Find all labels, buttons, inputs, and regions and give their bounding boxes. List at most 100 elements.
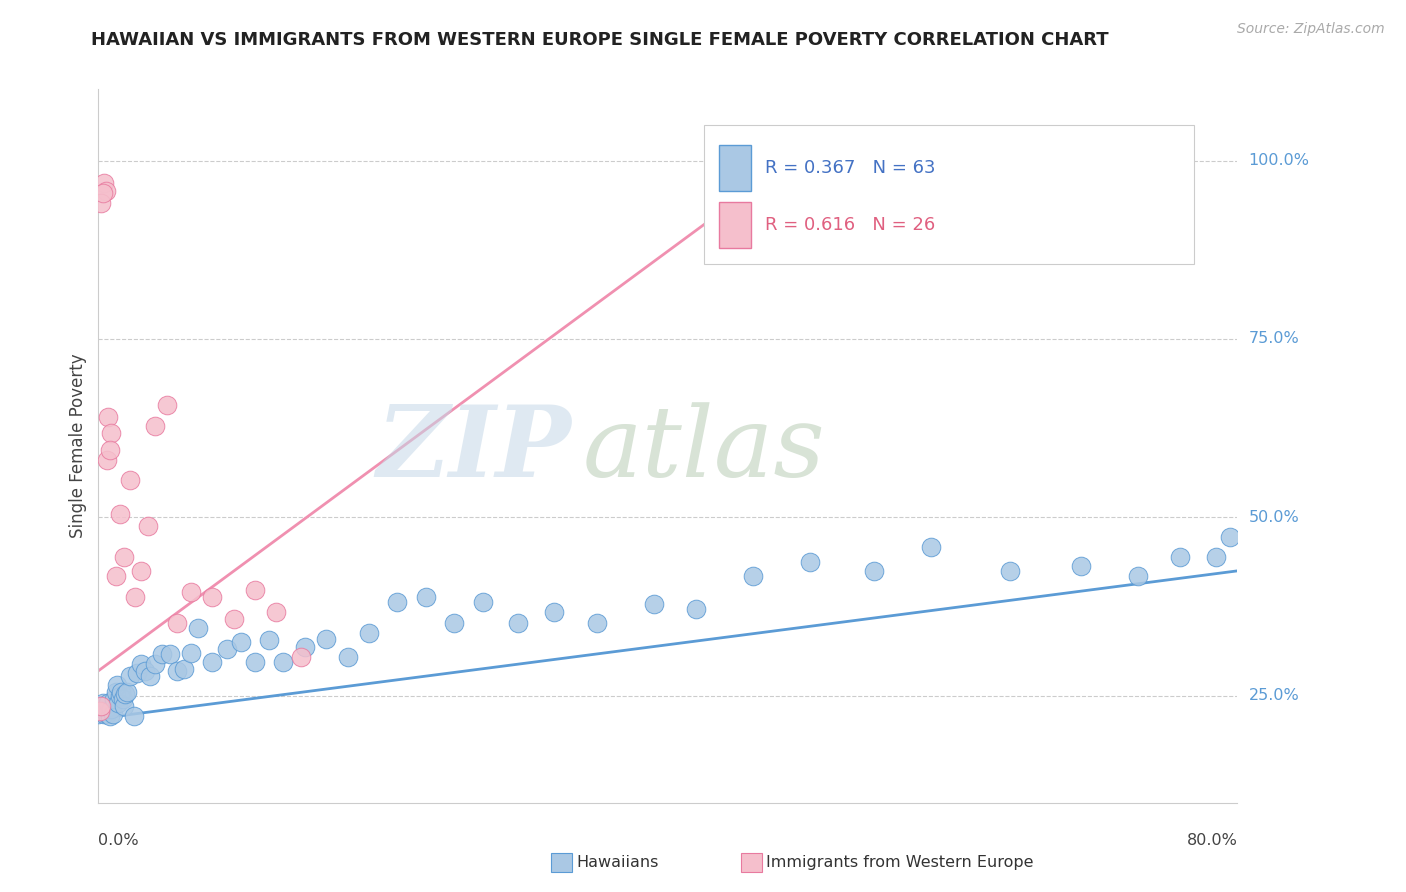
Point xyxy=(643,598,665,612)
Point xyxy=(201,591,224,605)
Point xyxy=(863,564,886,578)
Point xyxy=(145,419,167,434)
Text: 50.0%: 50.0% xyxy=(1249,510,1299,524)
Point xyxy=(91,696,114,710)
Point xyxy=(93,177,115,191)
FancyBboxPatch shape xyxy=(704,125,1194,264)
Point xyxy=(91,186,114,200)
Point xyxy=(266,605,288,619)
Point xyxy=(93,706,115,721)
Point xyxy=(294,640,316,655)
Point xyxy=(742,569,765,583)
Point xyxy=(415,591,437,605)
Text: R = 0.616   N = 26: R = 0.616 N = 26 xyxy=(765,216,935,234)
Point xyxy=(180,585,202,599)
Point xyxy=(129,657,152,671)
Point xyxy=(1126,569,1149,583)
Point xyxy=(125,665,148,680)
Point xyxy=(1070,558,1092,573)
Point xyxy=(315,632,337,646)
Point xyxy=(124,591,146,605)
Point xyxy=(104,569,127,583)
Point xyxy=(387,594,409,608)
Text: 80.0%: 80.0% xyxy=(1187,833,1237,848)
Point xyxy=(166,615,188,630)
Point xyxy=(112,699,135,714)
FancyBboxPatch shape xyxy=(718,202,751,248)
Point xyxy=(229,635,252,649)
Point xyxy=(243,655,266,669)
Point xyxy=(685,601,707,615)
Point xyxy=(89,705,111,719)
Point xyxy=(920,541,942,555)
Point xyxy=(101,706,124,721)
Point xyxy=(129,564,152,578)
Text: atlas: atlas xyxy=(582,402,825,497)
Point xyxy=(201,655,224,669)
Point xyxy=(222,612,245,626)
Point xyxy=(357,626,380,640)
Point xyxy=(159,648,181,662)
Point xyxy=(118,473,141,487)
Text: 75.0%: 75.0% xyxy=(1249,332,1299,346)
Point xyxy=(97,696,120,710)
Point xyxy=(97,410,120,425)
Point xyxy=(98,708,121,723)
Point xyxy=(799,555,821,569)
Point xyxy=(98,442,121,457)
Point xyxy=(443,615,465,630)
Point xyxy=(90,699,112,714)
Text: Hawaiians: Hawaiians xyxy=(576,855,659,870)
Text: R = 0.367   N = 63: R = 0.367 N = 63 xyxy=(765,159,935,177)
Point xyxy=(134,664,156,678)
Point xyxy=(108,689,131,703)
Point xyxy=(173,662,195,676)
Point xyxy=(215,642,238,657)
Point xyxy=(94,184,117,198)
Point xyxy=(145,657,167,671)
Point xyxy=(90,196,112,211)
Point xyxy=(110,685,132,699)
Point xyxy=(112,549,135,564)
Point xyxy=(259,633,281,648)
Point xyxy=(94,703,117,717)
Point xyxy=(122,708,145,723)
Point xyxy=(104,685,127,699)
Point xyxy=(96,706,118,721)
Text: HAWAIIAN VS IMMIGRANTS FROM WESTERN EUROPE SINGLE FEMALE POVERTY CORRELATION CHA: HAWAIIAN VS IMMIGRANTS FROM WESTERN EURO… xyxy=(91,31,1109,49)
Point xyxy=(136,519,159,533)
FancyBboxPatch shape xyxy=(718,145,751,191)
Point xyxy=(90,699,112,714)
Point xyxy=(1205,549,1227,564)
Point xyxy=(156,398,179,412)
Text: 25.0%: 25.0% xyxy=(1249,689,1299,703)
Point xyxy=(585,615,607,630)
Point xyxy=(180,646,202,660)
Point xyxy=(103,692,125,706)
Y-axis label: Single Female Poverty: Single Female Poverty xyxy=(69,354,87,538)
Point xyxy=(105,678,128,692)
Point xyxy=(114,687,136,701)
Point xyxy=(89,703,111,717)
Point xyxy=(1170,549,1192,564)
Text: 100.0%: 100.0% xyxy=(1249,153,1309,168)
Point xyxy=(166,664,188,678)
Point xyxy=(138,669,160,683)
Point xyxy=(96,453,118,467)
Point xyxy=(152,648,174,662)
Point xyxy=(1219,530,1241,544)
Text: 0.0%: 0.0% xyxy=(98,833,139,848)
Point xyxy=(273,655,295,669)
Point xyxy=(471,594,494,608)
Text: Immigrants from Western Europe: Immigrants from Western Europe xyxy=(766,855,1033,870)
Point xyxy=(290,649,312,664)
Point xyxy=(336,649,359,664)
Point xyxy=(508,615,530,630)
Text: Source: ZipAtlas.com: Source: ZipAtlas.com xyxy=(1237,22,1385,37)
Text: ZIP: ZIP xyxy=(375,401,571,498)
Point xyxy=(100,426,122,441)
Point xyxy=(243,583,266,598)
Point xyxy=(115,685,138,699)
Point xyxy=(118,669,141,683)
Point xyxy=(998,564,1021,578)
